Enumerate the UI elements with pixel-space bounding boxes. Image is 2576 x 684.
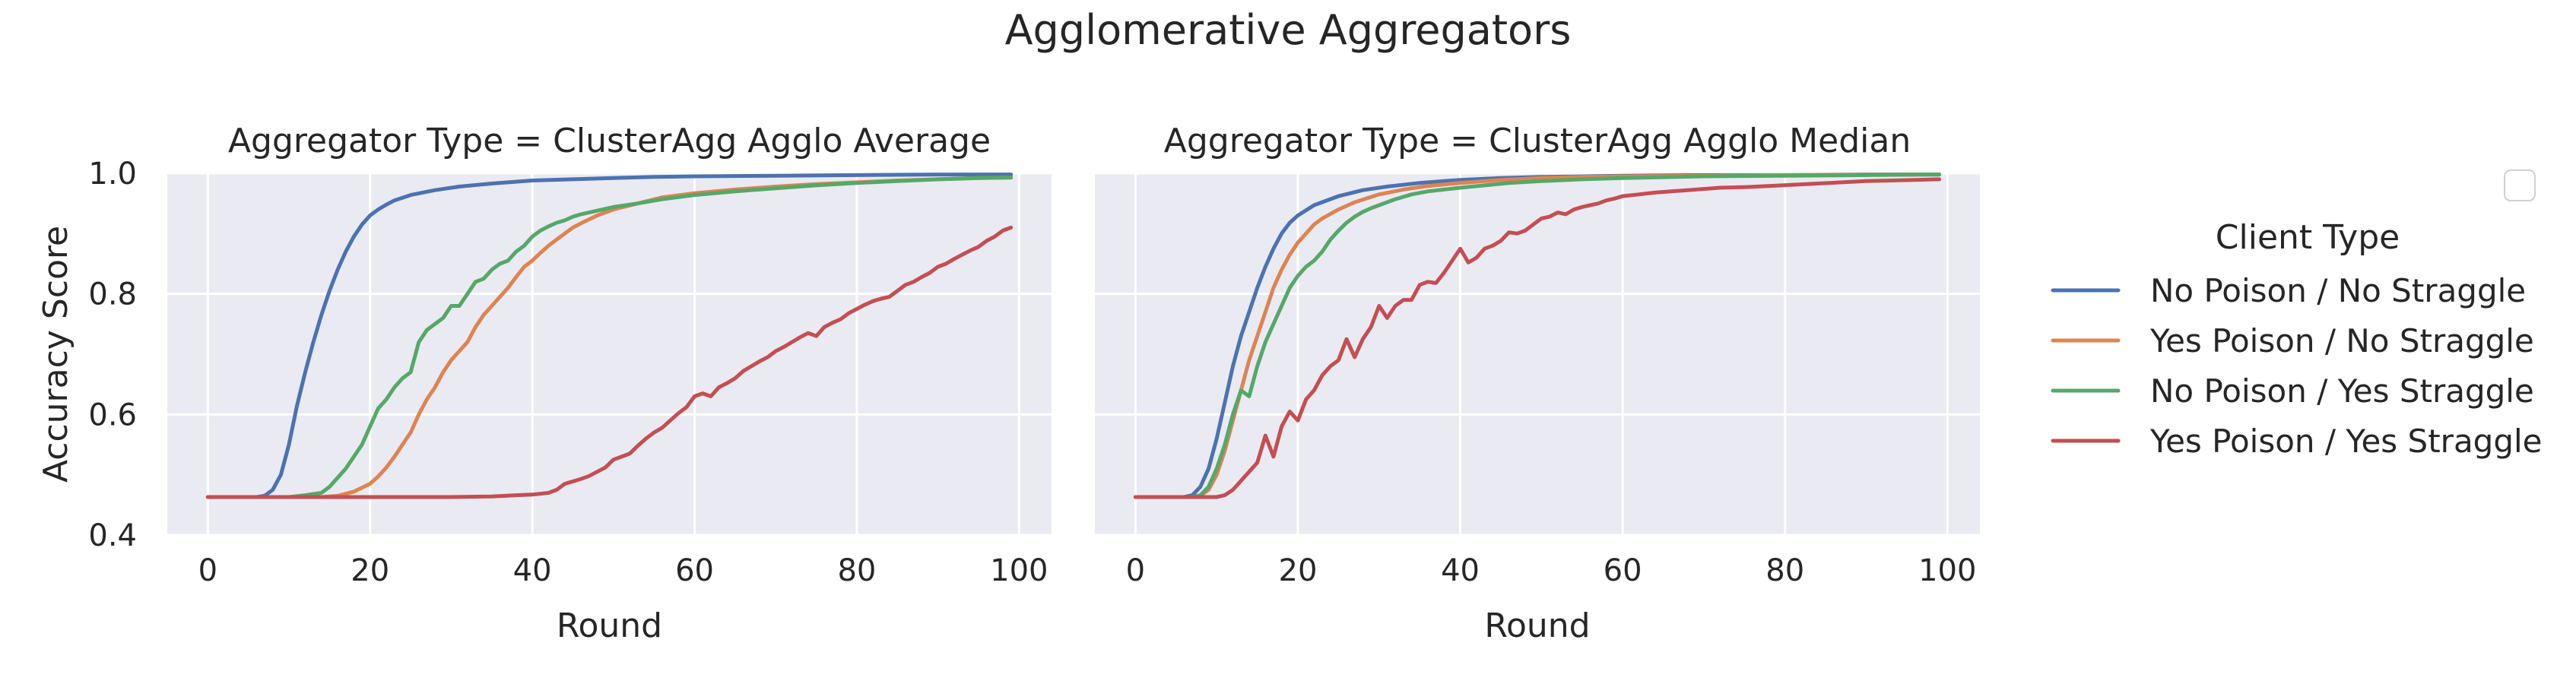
x-tick-label: 20 xyxy=(351,553,389,588)
x-axis-label: Round xyxy=(557,606,662,645)
x-tick-label: 40 xyxy=(513,553,552,588)
legend-entry-label: No Poison / Yes Straggle xyxy=(2150,372,2534,410)
x-tick-label: 0 xyxy=(198,553,217,588)
y-tick-label: 0.6 xyxy=(88,397,137,432)
subplot-title: Aggregator Type = ClusterAgg Agglo Media… xyxy=(1164,122,1911,160)
legend: Client Type No Poison / No Straggle Yes P… xyxy=(2051,218,2543,460)
plot-area-1 xyxy=(1095,173,1980,535)
y-tick-label: 0.4 xyxy=(88,518,137,553)
series-line-1 xyxy=(205,173,1014,499)
x-tick-label: 100 xyxy=(1918,553,1976,588)
series-line-3 xyxy=(1133,173,1942,499)
legend-title: Client Type xyxy=(2216,218,2400,257)
y-tick-label: 0.8 xyxy=(88,277,137,312)
legend-entry-label: Yes Poison / Yes Straggle xyxy=(2149,423,2543,460)
series-line-3 xyxy=(205,176,1014,499)
x-tick-label: 0 xyxy=(1126,553,1145,588)
subplot-median: 0 20 40 60 80 100 Aggregator Type = ClusterAgg… xyxy=(1095,122,1980,645)
subplot-title: Aggregator Type = ClusterAgg Agglo Avera… xyxy=(228,122,991,160)
figure-suptitle: Agglomerative Aggregators xyxy=(1005,6,1572,54)
y-axis-label: Accuracy Score xyxy=(36,226,75,483)
legend-entry-label: Yes Poison / No Straggle xyxy=(2149,322,2534,359)
plot-area-0 xyxy=(167,173,1052,535)
x-tick-label: 100 xyxy=(990,553,1048,588)
legend-empty-checkbox xyxy=(2504,169,2536,201)
x-tick-label: 20 xyxy=(1279,553,1318,588)
legend-entry-label: No Poison / No Straggle xyxy=(2150,272,2526,309)
series-line-4 xyxy=(1133,177,1942,499)
x-tick-label: 80 xyxy=(1765,553,1804,588)
x-tick-label: 80 xyxy=(837,553,876,588)
x-tick-label: 60 xyxy=(1604,553,1642,588)
x-tick-label: 40 xyxy=(1441,553,1480,588)
y-tick-label: 1.0 xyxy=(88,157,137,192)
series-line-4 xyxy=(205,225,1014,499)
subplot-average: 0 20 40 60 80 100 0.4 0.6 0.8 1.0 Aggregator Type … xyxy=(36,122,1052,645)
x-tick-label: 60 xyxy=(675,553,714,588)
series-line-2 xyxy=(1133,173,1942,499)
x-axis-label: Round xyxy=(1484,606,1590,645)
